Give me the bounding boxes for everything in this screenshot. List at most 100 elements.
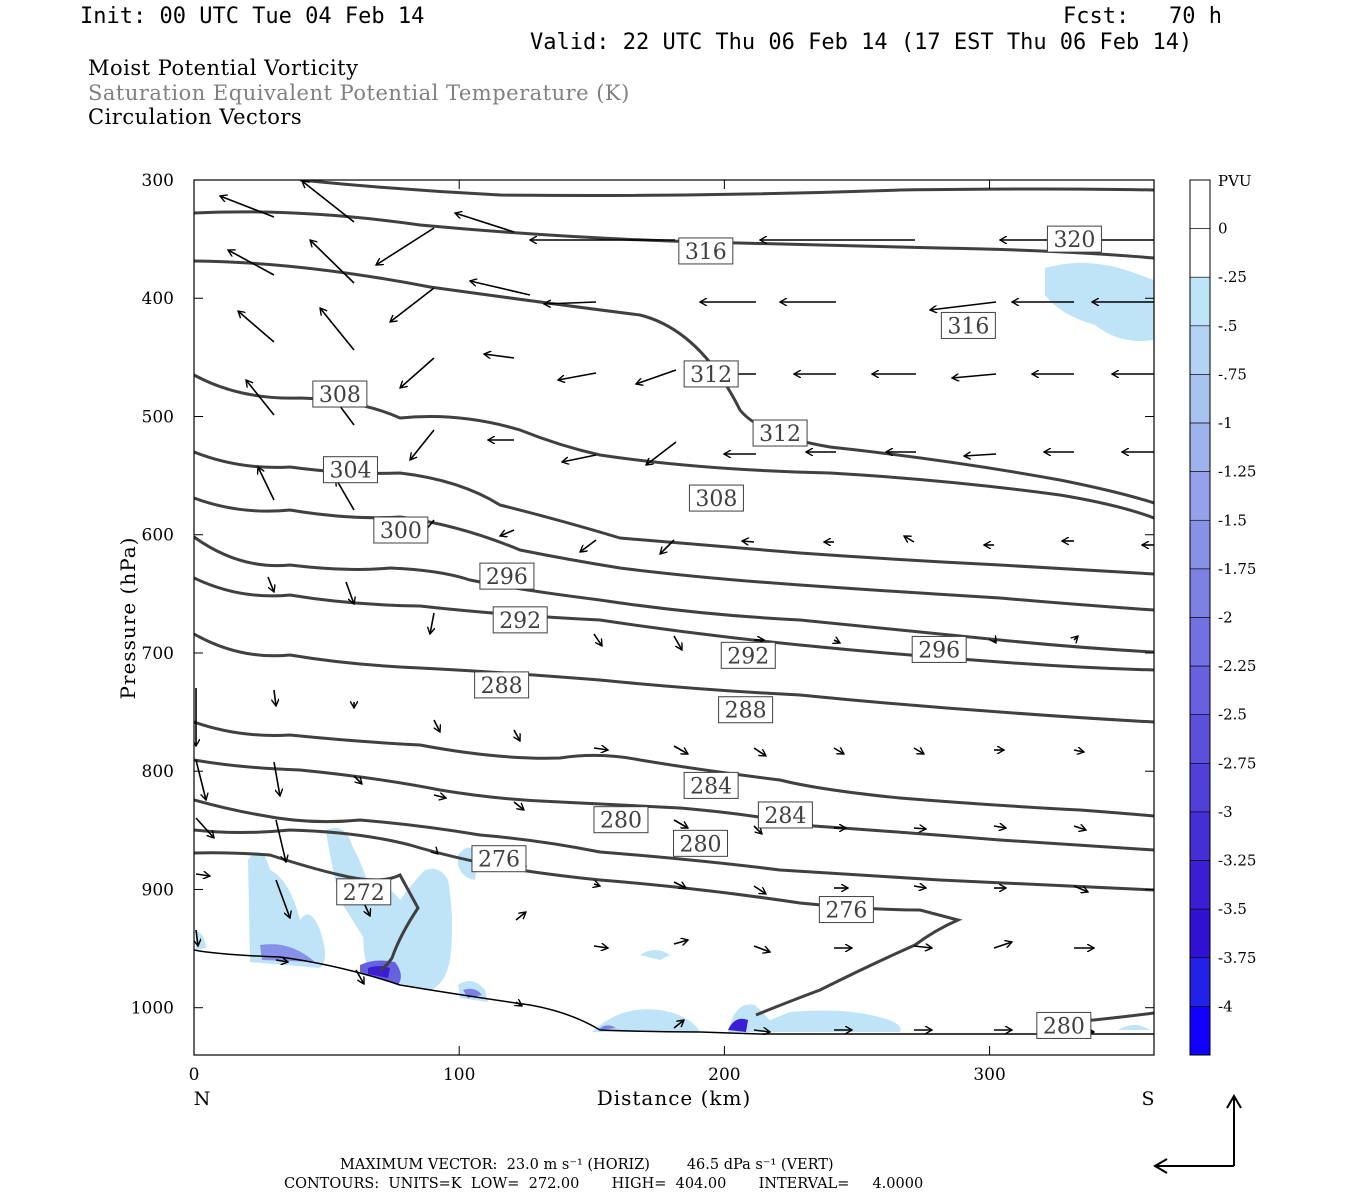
colorbar-label: -.5 [1218,317,1237,335]
theta-contour-280 [194,758,1154,852]
vector-arrow [430,612,434,634]
vector-arrow [753,1030,770,1032]
field-label-vectors: Circulation Vectors [88,105,303,129]
vector-arrow [273,761,280,796]
contour-label-box [718,696,774,724]
contour-label-text: 320 [1053,228,1095,253]
vector-arrow [267,576,274,592]
contour-label-text: 280 [600,809,642,834]
colorbar-bin [1189,908,1211,959]
colorbar-label: -1.25 [1218,463,1256,481]
contour-label-box [593,806,649,834]
pv-region [598,1025,616,1030]
contour-label: 284 [683,771,739,799]
contour-label-box [492,606,548,634]
y-tick-label: 500 [142,407,174,427]
vector-arrow [930,301,997,310]
colorbar-bin [1189,617,1211,667]
vector-arrow [433,719,440,732]
colorbar-bin [1189,665,1211,716]
contour-label-box [673,829,729,857]
vector-arrow [964,454,997,456]
contour-label-text: 284 [764,804,806,829]
vector-arrow [558,372,597,380]
pv-region [592,1009,700,1032]
contour-label-text: 276 [825,899,867,924]
colorbar-bin [1189,228,1211,278]
colorbar-bin [1189,422,1211,472]
contour-label: 308 [688,484,744,512]
colorbar-frame [1189,179,1211,1056]
contour-label: 316 [678,237,734,265]
vector-arrow [470,281,531,296]
vector-arrow [320,308,355,351]
vector-arrow [673,745,688,754]
vector-arrow [834,640,840,643]
theta-contour-292 [194,576,1154,672]
vector-arrow [673,635,682,650]
vector-arrow [1073,826,1086,830]
contour-label-box [720,641,776,669]
colorbar-bin [1189,714,1211,764]
colorbar-bin [1189,957,1211,1007]
y-tick-label: 400 [142,289,174,309]
contour-label-text: 304 [329,459,371,484]
pv-region [728,1004,901,1032]
vector-arrow [913,748,924,754]
vector-arrow [1073,750,1084,752]
colorbar-label: 0 [1218,220,1228,238]
contour-label-text: 280 [680,832,722,857]
colorbar-bin [1189,179,1211,229]
vector-arrow [994,640,996,643]
contour-label-box [471,845,527,873]
contour-label: 280 [673,829,729,857]
colorbar-label: -3.5 [1218,900,1247,918]
vector-arrow [673,940,688,944]
vector-arrow [258,467,275,501]
contour-label-text: 300 [380,519,422,544]
contour-label: 296 [479,562,535,590]
vector-arrow [400,357,435,388]
vector-arrow [753,885,766,894]
contour-label-box [752,419,808,447]
vector-arrow [753,747,766,756]
contour-label-text: 296 [918,638,960,663]
contour-label-box [336,878,392,906]
vector-arrow [246,380,275,416]
contour-label-box [818,896,874,924]
pv-region [728,1018,748,1032]
contour-label-text: 292 [727,644,769,669]
vector-arrow [544,302,597,304]
colorbar-label: -.25 [1218,268,1247,286]
y-tick-label: 600 [142,526,174,546]
contour-label-text: 272 [343,881,385,906]
vector-arrow [673,1020,684,1029]
y-tick-label: 300 [142,171,174,191]
vector-arrow [913,946,932,948]
colorbar-label: -1 [1218,414,1233,432]
contour-label-text: 280 [1043,1014,1085,1039]
vector-arrow [1074,636,1078,640]
vector-arrow [275,960,288,962]
colorbar-bin [1189,763,1211,813]
colorbar-bin [1189,471,1211,521]
vector-arrow [513,801,524,810]
x-axis-title: Distance (km) [597,1086,752,1110]
pv-region [640,950,670,960]
vector-arrow [433,795,446,798]
colorbar-label: -1.75 [1218,560,1256,578]
terrain-surface [194,949,1154,1035]
colorbar: PVU 0 -.25 -.5 -.75 -1 -1.25 -1.5 -1.75 -2 -2.25 -2… [1189,172,1256,1056]
vector-arrow [353,775,362,784]
vector-arrow [275,879,290,918]
north-label: N [194,1088,211,1110]
contour-labels: 320 316 316 312 312 308 308 304 300 296 296 292 292 2… [312,225,1102,1039]
y-tick-label: 1000 [131,999,174,1019]
vector-arrow [593,633,602,646]
contour-label-text: 316 [685,240,727,265]
valid-time: Valid: 22 UTC Thu 06 Feb 14 (17 EST Thu … [530,30,1193,55]
vector-arrow [238,311,275,343]
vector-arrow [1073,885,1088,892]
vector-arrow [952,373,997,378]
